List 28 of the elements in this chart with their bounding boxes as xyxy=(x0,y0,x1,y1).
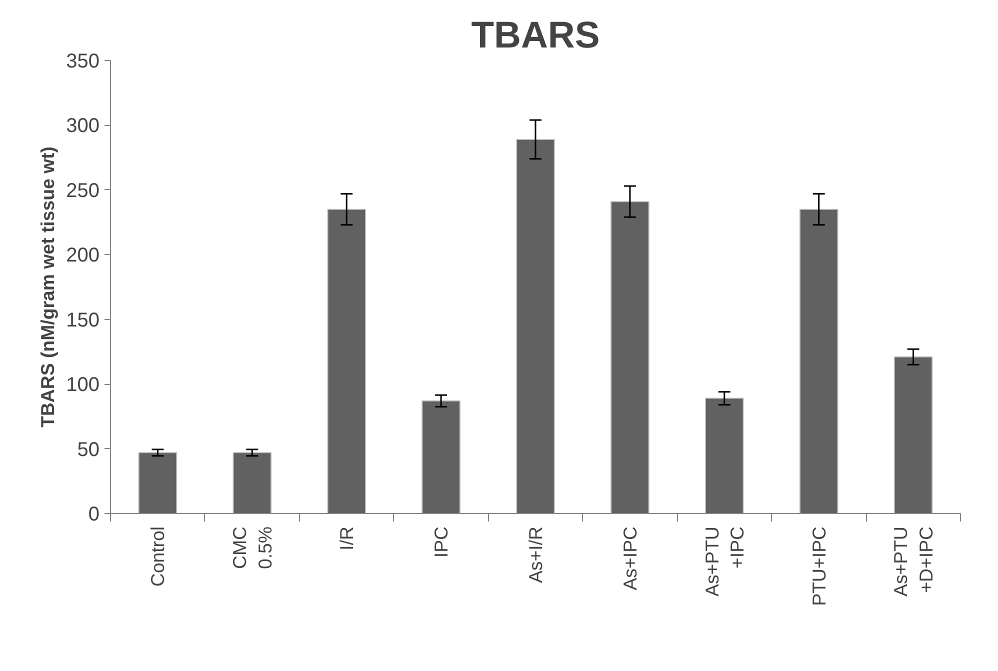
bar xyxy=(232,452,272,514)
x-tick-label: CMC 0.5% xyxy=(229,526,276,570)
x-tick-label: As+I/R xyxy=(525,526,546,584)
x-tick-label: I/R xyxy=(336,526,358,550)
bar xyxy=(610,201,650,514)
y-tick-label: 300 xyxy=(66,115,100,138)
bar xyxy=(327,208,366,514)
y-axis-title: TBARS (nM/gram wet tissue wt) xyxy=(37,146,58,428)
chart-title: TBARS xyxy=(471,14,600,56)
bar xyxy=(799,208,838,514)
y-tick-label: 200 xyxy=(66,244,100,267)
x-tick-label: IPC xyxy=(430,526,452,558)
y-tick-label: 50 xyxy=(77,438,100,461)
bar xyxy=(705,398,744,514)
bar xyxy=(894,356,933,514)
y-tick-label: 100 xyxy=(66,374,100,396)
y-tick-label: 0 xyxy=(88,504,100,526)
x-tick-label: PTU+IPC xyxy=(808,526,830,606)
bar xyxy=(422,400,460,514)
x-tick-label: As+PTU +D+IPC xyxy=(890,526,936,596)
bar xyxy=(516,138,555,514)
x-tick-label: As+PTU +IPC xyxy=(701,526,748,596)
y-tick-label: 150 xyxy=(66,309,100,332)
y-tick-label: 250 xyxy=(66,180,100,202)
y-tick-label: 350 xyxy=(66,50,100,72)
x-tick-label: As+IPC xyxy=(619,526,640,590)
x-tick-label: Control xyxy=(147,526,168,587)
bar xyxy=(138,452,178,514)
